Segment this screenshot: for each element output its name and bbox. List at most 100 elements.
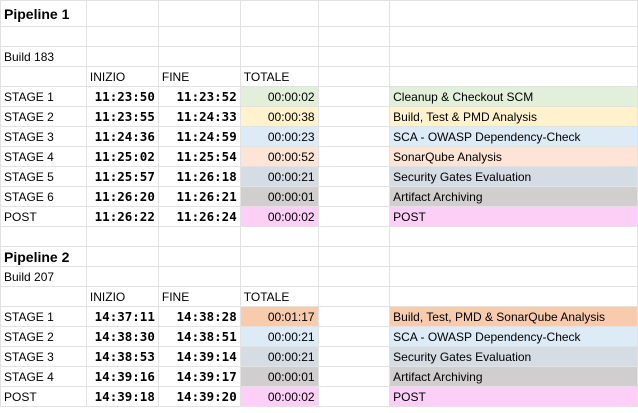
stage-description[interactable]: SCA - OWASP Dependency-Check xyxy=(389,326,638,347)
start-time[interactable]: 11:25:57 xyxy=(85,166,159,187)
stage-description[interactable]: Build, Test, PMD & SonarQube Analysis xyxy=(389,306,638,327)
stage-description[interactable]: Build, Test & PMD Analysis xyxy=(389,106,638,127)
stage-description[interactable]: POST xyxy=(389,386,638,407)
start-time[interactable]: 11:26:22 xyxy=(85,206,159,227)
empty-cell[interactable] xyxy=(317,246,391,267)
build-label[interactable]: Build 183 xyxy=(0,46,87,67)
end-time[interactable]: 11:25:54 xyxy=(157,146,241,167)
total-duration[interactable]: 00:00:52 xyxy=(239,146,319,167)
header-total[interactable]: TOTALE xyxy=(239,286,319,307)
stage-name[interactable]: STAGE 1 xyxy=(0,86,87,107)
empty-cell[interactable] xyxy=(239,266,319,287)
empty-cell[interactable] xyxy=(389,0,638,27)
empty-cell[interactable] xyxy=(317,286,391,307)
start-time[interactable]: 11:25:02 xyxy=(85,146,159,167)
empty-cell[interactable] xyxy=(317,166,391,187)
empty-cell[interactable] xyxy=(0,226,87,247)
empty-cell[interactable] xyxy=(389,286,638,307)
stage-name[interactable]: STAGE 6 xyxy=(0,186,87,207)
empty-cell[interactable] xyxy=(85,0,159,27)
stage-name[interactable]: POST xyxy=(0,386,87,407)
start-time[interactable]: 14:39:18 xyxy=(85,386,159,407)
end-time[interactable]: 14:39:17 xyxy=(157,366,241,387)
empty-cell[interactable] xyxy=(157,246,241,267)
start-time[interactable]: 14:37:11 xyxy=(85,306,159,327)
empty-cell[interactable] xyxy=(317,126,391,147)
stage-description[interactable]: SonarQube Analysis xyxy=(389,146,638,167)
total-duration[interactable]: 00:00:01 xyxy=(239,186,319,207)
empty-cell[interactable] xyxy=(317,206,391,227)
build-label[interactable]: Build 207 xyxy=(0,266,87,287)
empty-cell[interactable] xyxy=(317,146,391,167)
stage-name[interactable]: POST xyxy=(0,206,87,227)
total-duration[interactable]: 00:00:01 xyxy=(239,366,319,387)
start-time[interactable]: 11:23:50 xyxy=(85,86,159,107)
empty-cell[interactable] xyxy=(317,346,391,367)
empty-cell[interactable] xyxy=(389,46,638,67)
empty-cell[interactable] xyxy=(389,226,638,247)
empty-cell[interactable] xyxy=(389,66,638,87)
end-time[interactable]: 11:24:33 xyxy=(157,106,241,127)
end-time[interactable]: 11:23:52 xyxy=(157,86,241,107)
total-duration[interactable]: 00:00:21 xyxy=(239,166,319,187)
stage-description[interactable]: Cleanup & Checkout SCM xyxy=(389,86,638,107)
total-duration[interactable]: 00:01:17 xyxy=(239,306,319,327)
empty-cell[interactable] xyxy=(239,0,319,27)
empty-cell[interactable] xyxy=(0,26,87,47)
empty-cell[interactable] xyxy=(85,26,159,47)
total-duration[interactable]: 00:00:02 xyxy=(239,86,319,107)
stage-name[interactable]: STAGE 3 xyxy=(0,126,87,147)
stage-description[interactable]: Artifact Archiving xyxy=(389,186,638,207)
stage-description[interactable]: Security Gates Evaluation xyxy=(389,346,638,367)
empty-cell[interactable] xyxy=(389,266,638,287)
end-time[interactable]: 14:39:14 xyxy=(157,346,241,367)
empty-cell[interactable] xyxy=(85,46,159,67)
empty-cell[interactable] xyxy=(389,246,638,267)
empty-cell[interactable] xyxy=(317,26,391,47)
empty-cell[interactable] xyxy=(85,226,159,247)
empty-cell[interactable] xyxy=(389,26,638,47)
stage-name[interactable]: STAGE 4 xyxy=(0,146,87,167)
empty-cell[interactable] xyxy=(239,46,319,67)
total-duration[interactable]: 00:00:21 xyxy=(239,326,319,347)
start-time[interactable]: 14:39:16 xyxy=(85,366,159,387)
empty-cell[interactable] xyxy=(317,0,391,27)
empty-cell[interactable] xyxy=(239,246,319,267)
pipeline-title[interactable]: Pipeline 2 xyxy=(0,246,87,267)
end-time[interactable]: 14:39:20 xyxy=(157,386,241,407)
empty-cell[interactable] xyxy=(157,46,241,67)
total-duration[interactable]: 00:00:21 xyxy=(239,346,319,367)
empty-cell[interactable] xyxy=(317,86,391,107)
empty-cell[interactable] xyxy=(85,246,159,267)
total-duration[interactable]: 00:00:38 xyxy=(239,106,319,127)
stage-description[interactable]: POST xyxy=(389,206,638,227)
stage-description[interactable]: Artifact Archiving xyxy=(389,366,638,387)
stage-description[interactable]: SCA - OWASP Dependency-Check xyxy=(389,126,638,147)
header-end[interactable]: FINE xyxy=(157,286,241,307)
empty-cell[interactable] xyxy=(85,266,159,287)
stage-name[interactable]: STAGE 5 xyxy=(0,166,87,187)
stage-name[interactable]: STAGE 4 xyxy=(0,366,87,387)
empty-cell[interactable] xyxy=(317,66,391,87)
empty-cell[interactable] xyxy=(317,306,391,327)
stage-name[interactable]: STAGE 2 xyxy=(0,106,87,127)
pipeline-title[interactable]: Pipeline 1 xyxy=(0,0,87,27)
empty-cell[interactable] xyxy=(317,226,391,247)
header-start[interactable]: INIZIO xyxy=(85,286,159,307)
end-time[interactable]: 14:38:28 xyxy=(157,306,241,327)
empty-cell[interactable] xyxy=(317,326,391,347)
end-time[interactable]: 11:26:18 xyxy=(157,166,241,187)
total-duration[interactable]: 00:00:23 xyxy=(239,126,319,147)
empty-cell[interactable] xyxy=(157,26,241,47)
total-duration[interactable]: 00:00:02 xyxy=(239,206,319,227)
end-time[interactable]: 14:38:51 xyxy=(157,326,241,347)
end-time[interactable]: 11:26:24 xyxy=(157,206,241,227)
empty-cell[interactable] xyxy=(239,226,319,247)
empty-cell[interactable] xyxy=(0,66,87,87)
empty-cell[interactable] xyxy=(317,106,391,127)
end-time[interactable]: 11:26:21 xyxy=(157,186,241,207)
header-end[interactable]: FINE xyxy=(157,66,241,87)
empty-cell[interactable] xyxy=(157,0,241,27)
start-time[interactable]: 11:26:20 xyxy=(85,186,159,207)
stage-name[interactable]: STAGE 3 xyxy=(0,346,87,367)
